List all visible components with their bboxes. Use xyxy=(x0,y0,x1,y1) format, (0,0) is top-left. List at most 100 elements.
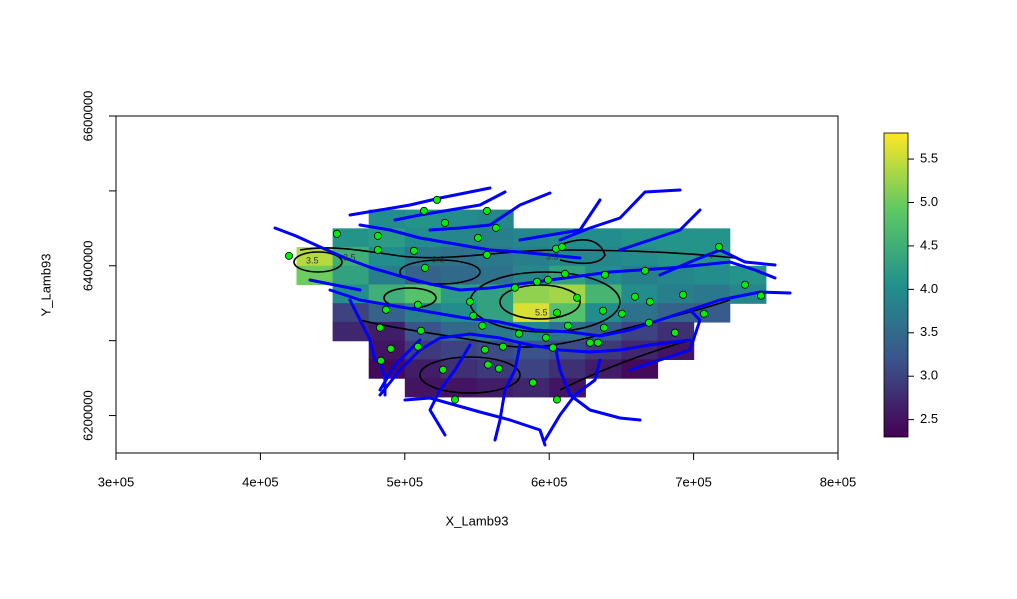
raster-cell xyxy=(332,321,370,342)
y-tick-label: 6400000 xyxy=(80,240,95,291)
station xyxy=(699,309,708,318)
station xyxy=(552,308,561,317)
river xyxy=(428,191,552,232)
station xyxy=(544,275,553,284)
x-tick-label: 3e+05 xyxy=(98,474,135,489)
station xyxy=(542,333,551,342)
raster-cell xyxy=(332,228,370,248)
y-tick-label: 6600000 xyxy=(80,91,95,142)
y-tick-label: 6200000 xyxy=(80,390,95,441)
station xyxy=(563,321,572,330)
station xyxy=(757,291,766,300)
river xyxy=(393,190,507,222)
raster-cell xyxy=(513,284,550,304)
station xyxy=(558,242,567,251)
station xyxy=(451,395,460,404)
station xyxy=(410,246,419,255)
river xyxy=(328,288,792,338)
raster-cell xyxy=(477,228,514,248)
station xyxy=(548,343,557,352)
station xyxy=(529,378,538,387)
raster-cell xyxy=(585,228,622,248)
x-axis-label: X_Lamb93 xyxy=(446,513,509,528)
raster-cell xyxy=(477,265,514,286)
station xyxy=(515,329,524,338)
station xyxy=(466,297,475,306)
x-tick-label: 5e+05 xyxy=(387,474,424,489)
contour-line xyxy=(559,339,691,391)
station xyxy=(670,328,679,337)
raster-cell xyxy=(585,284,622,304)
station-layer xyxy=(284,195,766,404)
station xyxy=(599,306,608,315)
river xyxy=(543,358,602,442)
station xyxy=(284,251,293,260)
station xyxy=(533,277,542,286)
raster-cell xyxy=(477,303,514,323)
colorbar-tick-label: 5.5 xyxy=(920,150,938,165)
contour-label: 5.5 xyxy=(535,307,548,317)
station xyxy=(469,311,478,320)
station xyxy=(594,338,603,347)
raster-cell xyxy=(368,340,406,360)
station xyxy=(617,309,626,318)
station xyxy=(474,233,483,242)
station xyxy=(498,342,507,351)
station xyxy=(482,250,491,259)
station xyxy=(373,245,382,254)
station xyxy=(630,292,639,301)
station xyxy=(480,345,489,354)
raster-cell xyxy=(657,340,695,360)
station xyxy=(601,270,610,279)
station xyxy=(413,342,422,351)
contour-line xyxy=(399,259,481,285)
raster-cell xyxy=(621,247,659,267)
station xyxy=(715,242,724,251)
river xyxy=(403,396,547,447)
raster-cell xyxy=(513,378,550,398)
station xyxy=(492,223,501,232)
x-tick-label: 8e+05 xyxy=(820,474,857,489)
station xyxy=(332,229,341,238)
river xyxy=(378,338,422,392)
raster-cell xyxy=(657,284,695,304)
raster-cell xyxy=(693,228,731,248)
station xyxy=(573,293,582,302)
river xyxy=(348,298,377,362)
river xyxy=(558,188,682,242)
station xyxy=(645,297,654,306)
colorbar-tick-label: 3.0 xyxy=(920,368,938,383)
station xyxy=(494,364,503,373)
station xyxy=(386,344,395,353)
contour-labels: 3.5 3.5 3.5 3.5 4 5.5 xyxy=(306,250,713,317)
contour-label: 3.5 xyxy=(306,255,319,265)
river xyxy=(618,208,702,252)
river xyxy=(308,278,362,292)
axes: 3e+05 4e+05 5e+05 6e+05 7e+05 8e+05 6200000 640… xyxy=(80,91,938,490)
station xyxy=(375,323,384,332)
colorbar xyxy=(883,132,909,438)
raster-cell xyxy=(693,265,731,286)
y-axis-label: Y_Lamb93 xyxy=(38,254,53,317)
station xyxy=(586,338,595,347)
station xyxy=(641,266,650,275)
x-tick-label: 4e+05 xyxy=(242,474,279,489)
raster-cell xyxy=(404,378,442,398)
raster-cell xyxy=(440,359,478,379)
raster-cell xyxy=(621,228,659,248)
contour-line xyxy=(299,247,736,259)
contour-label: 3.5 xyxy=(343,252,356,262)
x-tick-label: 7e+05 xyxy=(675,474,712,489)
river xyxy=(518,198,602,242)
river xyxy=(348,186,492,217)
station xyxy=(478,321,487,330)
station xyxy=(482,206,491,215)
raster-cell xyxy=(549,359,586,379)
station xyxy=(420,206,429,215)
raster-cell xyxy=(440,209,478,229)
station xyxy=(679,290,688,299)
station xyxy=(741,280,750,289)
station xyxy=(510,283,519,292)
station xyxy=(416,326,425,335)
station xyxy=(421,263,430,272)
